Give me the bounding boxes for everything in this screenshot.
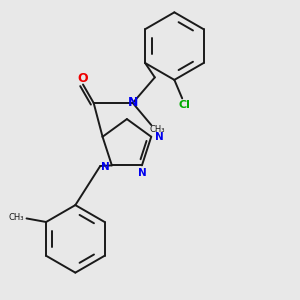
Text: Cl: Cl (178, 100, 190, 110)
Text: CH₃: CH₃ (9, 213, 24, 222)
Text: N: N (101, 162, 110, 172)
Text: CH₃: CH₃ (150, 125, 165, 134)
Text: N: N (138, 168, 147, 178)
Text: O: O (78, 72, 88, 85)
Text: N: N (155, 132, 164, 142)
Text: N: N (128, 96, 139, 109)
